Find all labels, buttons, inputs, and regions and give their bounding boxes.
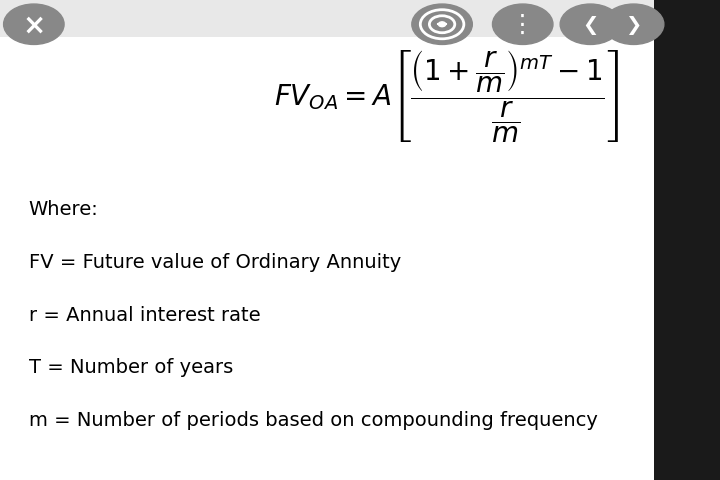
Circle shape <box>603 5 664 46</box>
Circle shape <box>492 5 553 46</box>
Text: T = Number of years: T = Number of years <box>29 358 233 377</box>
Circle shape <box>4 5 64 46</box>
Bar <box>654 0 720 480</box>
Circle shape <box>438 23 446 28</box>
Circle shape <box>560 5 621 46</box>
Text: $\mathit{FV}_{OA} = A\left[\dfrac{\left(1+\dfrac{r}{m}\right)^{mT}-1}{\dfrac{r}{: $\mathit{FV}_{OA} = A\left[\dfrac{\left(… <box>274 48 618 144</box>
Text: Where:: Where: <box>29 199 99 218</box>
Text: ⋮: ⋮ <box>510 13 535 37</box>
Text: ❮: ❮ <box>582 16 598 35</box>
Text: FV = Future value of Ordinary Annuity: FV = Future value of Ordinary Annuity <box>29 252 401 271</box>
Text: ❯: ❯ <box>626 16 642 35</box>
Bar <box>0 0 720 38</box>
Text: r = Annual interest rate: r = Annual interest rate <box>29 305 261 324</box>
Text: m = Number of periods based on compounding frequency: m = Number of periods based on compoundi… <box>29 410 598 430</box>
Text: ×: × <box>22 11 45 39</box>
Circle shape <box>412 5 472 46</box>
